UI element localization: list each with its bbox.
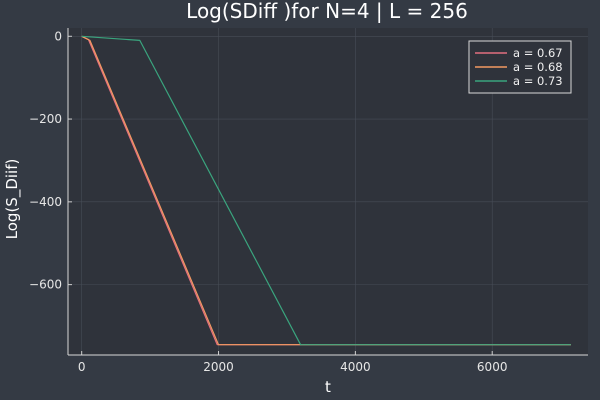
chart-title: Log(SDiff )for N=4 | L = 256: [186, 0, 468, 23]
grid: [68, 28, 588, 355]
x-axis-label: t: [325, 378, 331, 396]
legend-label: a = 0.68: [513, 60, 563, 74]
legend: a = 0.67a = 0.68a = 0.73: [468, 40, 572, 94]
y-tick-label: −600: [29, 278, 62, 292]
series-line-3: [81, 35, 571, 346]
x-tick-label: 4000: [340, 360, 371, 374]
y-tick-label: −400: [29, 195, 62, 209]
series-layer: [81, 35, 571, 346]
legend-label: a = 0.73: [513, 74, 563, 88]
y-tick-label: 0: [54, 29, 62, 43]
y-tick-label: −200: [29, 112, 62, 126]
axes: [67, 28, 588, 356]
y-axis-label: Log(S_Diif): [3, 159, 22, 240]
legend-label: a = 0.67: [513, 46, 563, 60]
tick-labels: 0 2000 4000 6000 0 −200 −400 −600: [29, 29, 507, 374]
x-tick-label: 2000: [203, 360, 234, 374]
x-tick-label: 6000: [477, 360, 508, 374]
x-tick-label: 0: [78, 360, 86, 374]
